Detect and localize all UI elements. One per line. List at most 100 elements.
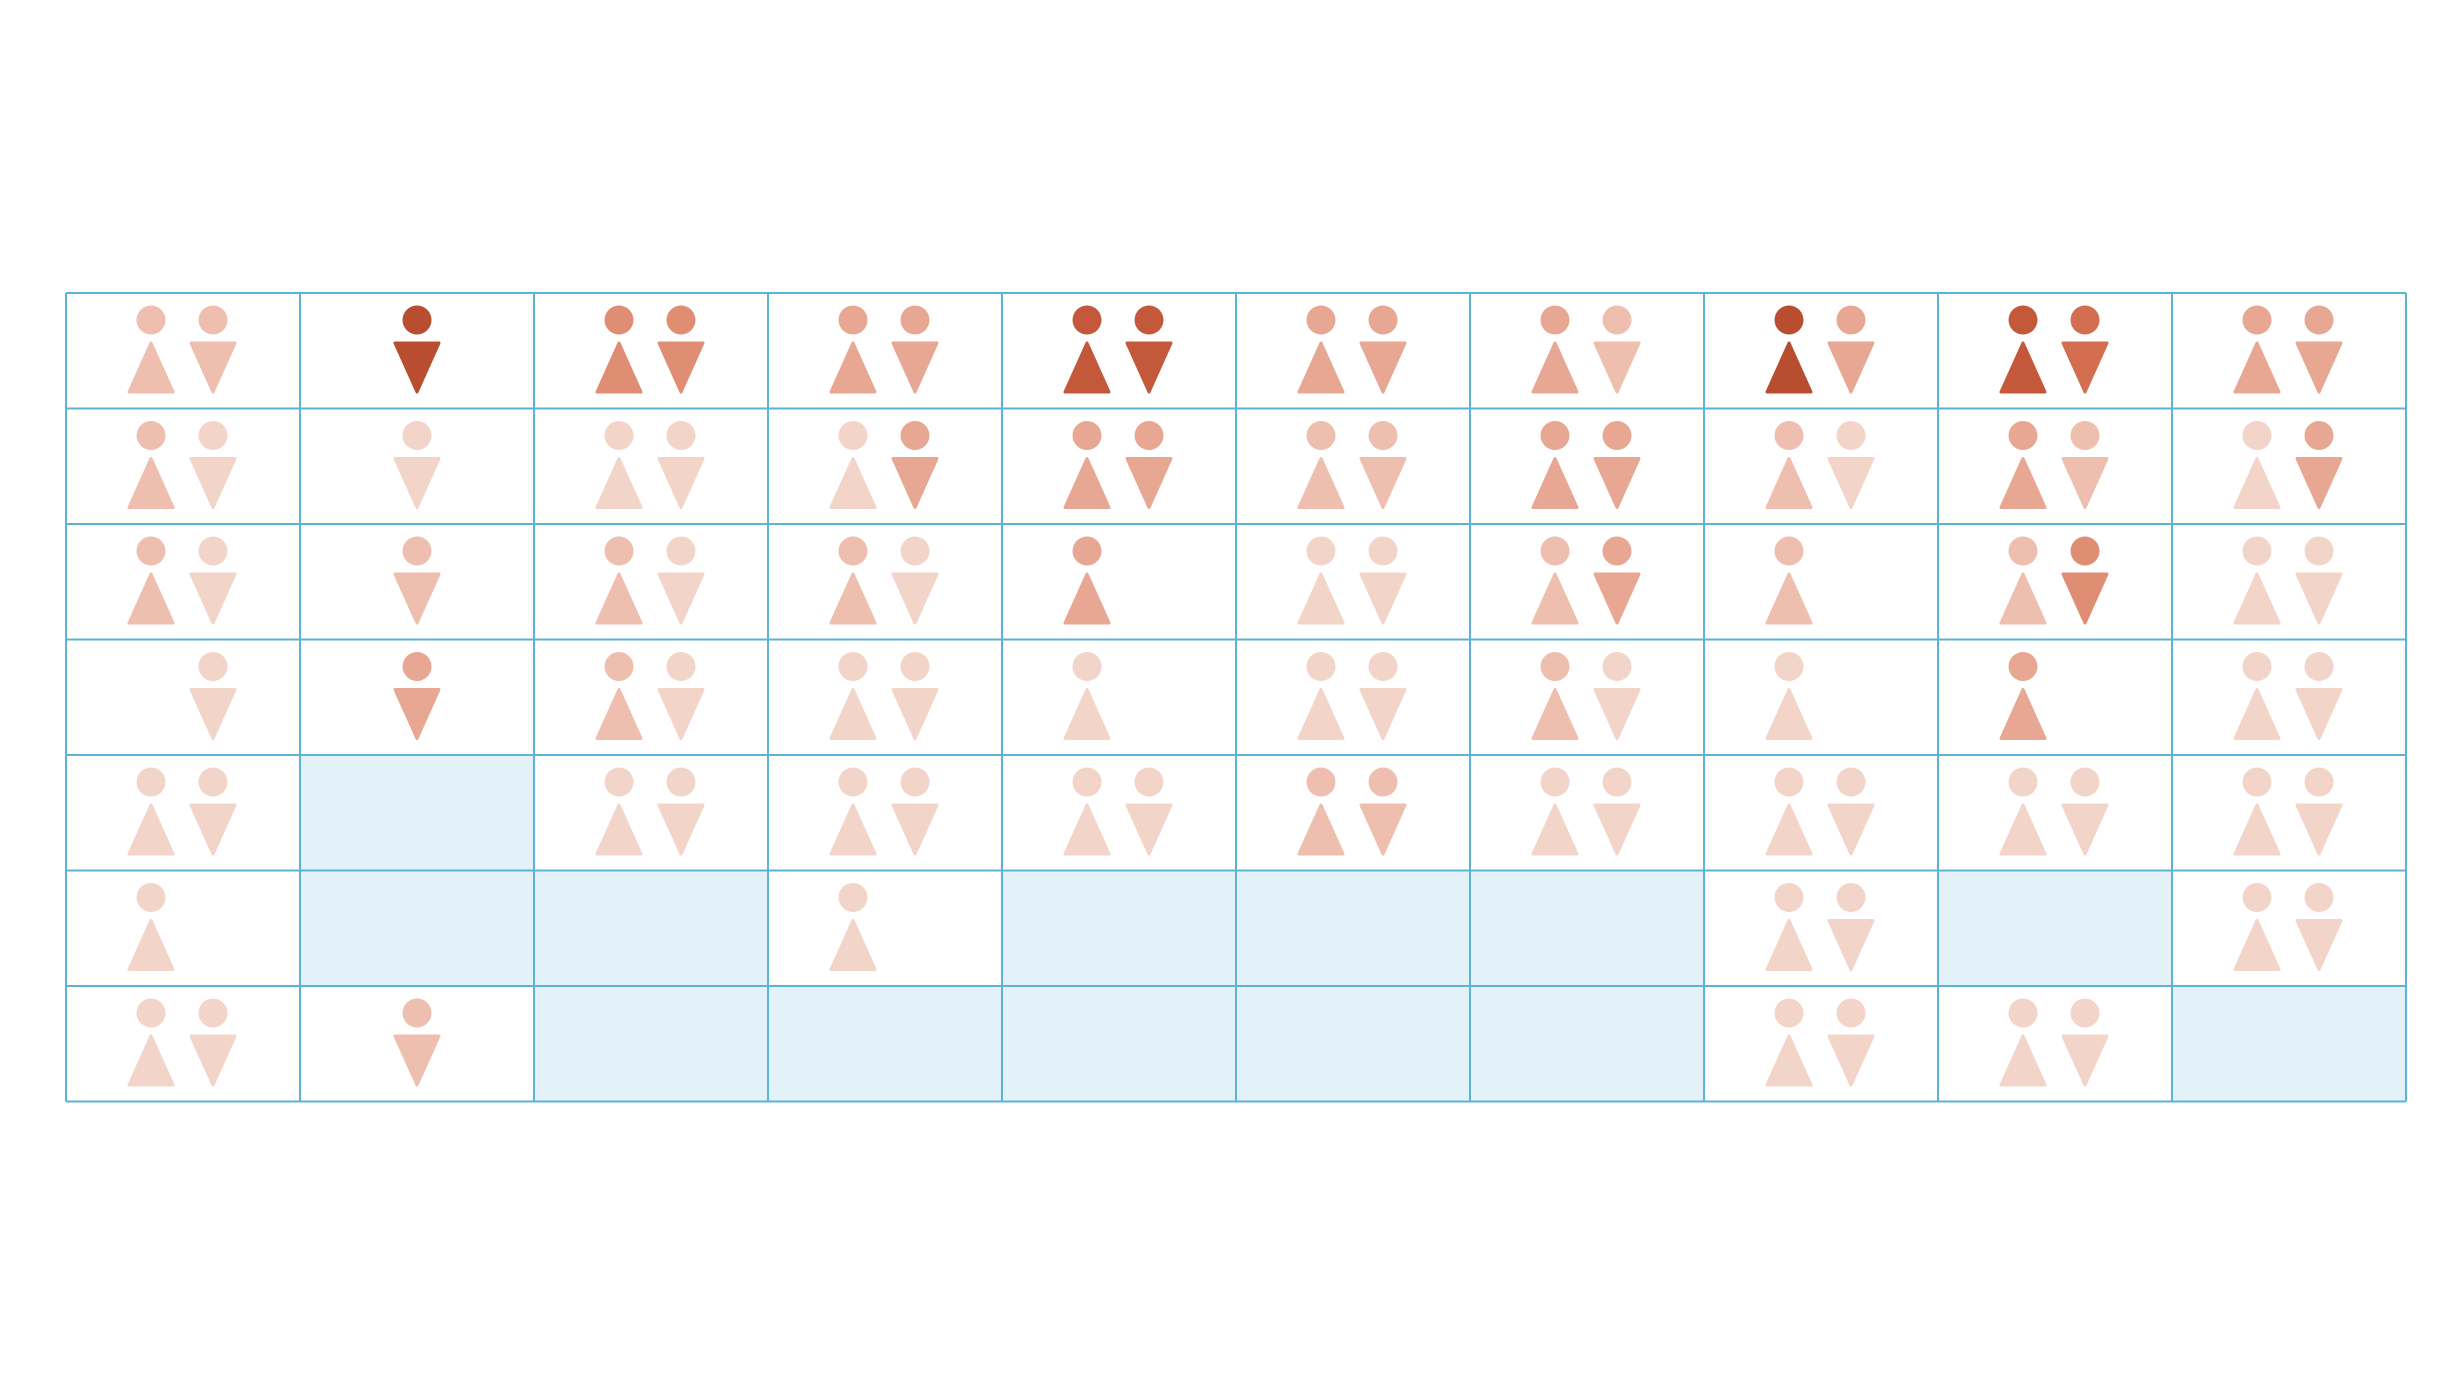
data-cell [1938,293,2172,409]
male-body [1297,572,1345,625]
data-cell [1236,755,1470,871]
data-cell [1938,986,2172,1102]
male-person-icon [595,421,643,509]
data-cell [2172,755,2406,871]
male-body [1765,803,1813,856]
female-head [198,421,228,450]
female-head [1134,421,1164,450]
female-body [1593,457,1641,509]
female-person-icon [1827,883,1875,971]
female-person-icon [393,536,441,625]
male-person-icon [1297,652,1345,740]
male-body [1765,341,1813,394]
data-cell [1704,524,1938,640]
male-head [838,536,868,566]
male-person-icon [1531,767,1579,856]
male-body [1063,341,1111,394]
male-head [136,536,166,566]
male-head [1072,305,1102,335]
male-body [595,803,643,856]
male-head [1540,421,1570,450]
male-person-icon [127,536,175,625]
data-cell [768,524,1002,640]
data-cell [1236,408,1470,524]
male-head [2242,652,2272,681]
empty-cell [1470,986,1704,1102]
male-person-icon [2233,421,2281,509]
female-body [657,572,705,625]
female-head [2304,883,2334,912]
male-head [838,305,868,335]
data-cell [1704,639,1938,755]
male-person-icon [595,536,643,625]
male-head [838,652,868,681]
female-person-icon [189,998,237,1087]
female-person-icon [1125,305,1173,394]
female-head [402,998,432,1028]
female-person-icon [393,305,441,394]
male-body [1999,1034,2047,1087]
male-person-icon [2233,883,2281,971]
data-cell [768,755,1002,871]
male-body [1765,572,1813,625]
male-body [595,688,643,740]
male-person-icon [1765,652,1813,740]
female-body [2295,803,2343,856]
grid-lines [65,292,2407,1103]
male-person-icon [1297,536,1345,625]
male-person-icon [829,305,877,394]
male-head [1774,421,1804,450]
male-head [2242,305,2272,335]
data-cell [2172,639,2406,755]
female-body [1359,688,1407,740]
female-head [198,998,228,1028]
male-head [1540,305,1570,335]
female-head [1368,767,1398,797]
female-body [393,341,441,394]
female-body [2295,688,2343,740]
female-head [2070,421,2100,450]
male-body [829,457,877,509]
data-cell [534,639,768,755]
male-body [1765,688,1813,740]
female-person-icon [1593,652,1641,740]
female-person-icon [2061,536,2109,625]
female-body [2061,457,2109,509]
data-cell [1704,870,1938,986]
male-head [604,536,634,566]
female-body [1827,1034,1875,1087]
male-person-icon [1999,305,2047,394]
male-body [829,919,877,971]
data-cell [1002,524,1236,640]
female-head [1836,305,1866,335]
female-head [1602,421,1632,450]
male-body [595,572,643,625]
data-cell [1002,408,1236,524]
male-person-icon [127,421,175,509]
male-body [595,457,643,509]
male-person-icon [2233,536,2281,625]
data-cell [534,293,768,409]
empty-cell [1938,870,2172,986]
female-head [1602,652,1632,681]
data-cell [1002,293,1236,409]
male-person-icon [829,652,877,740]
male-person-icon [1063,652,1111,740]
male-person-icon [2233,767,2281,856]
male-body [1531,688,1579,740]
male-head [1774,305,1804,335]
female-head [198,652,228,681]
female-body [2295,457,2343,509]
female-body [891,688,939,740]
male-person-icon [1765,421,1813,509]
female-head [402,305,432,335]
male-head [604,767,634,797]
female-person-icon [1125,421,1173,509]
female-body [2061,341,2109,394]
empty-cell [2172,986,2406,1102]
data-cell [768,639,1002,755]
male-head [838,883,868,912]
female-body [1593,341,1641,394]
male-body [127,919,175,971]
male-body [1063,457,1111,509]
